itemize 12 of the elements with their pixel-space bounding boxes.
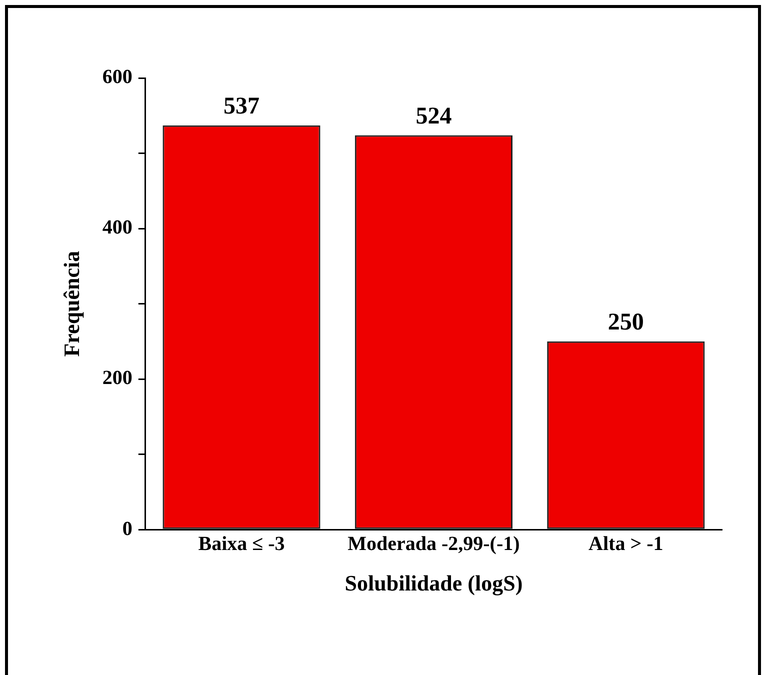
x-tick-label: Alta > -1 [588,532,664,555]
y-tick-label: 600 [102,66,132,88]
x-tick-label: Baixa ≤ -3 [198,532,285,555]
data-label: 250 [608,310,644,336]
data-label: 524 [416,103,452,130]
y-tick-label: 400 [102,216,132,239]
y-axis-title: Frequência [58,250,84,357]
x-tick-label: Moderada -2,99-(-1) [348,532,520,555]
data-label: 537 [224,94,260,120]
x-axis-title: Solubilidade (logS) [344,570,523,596]
y-tick-label: 200 [102,367,132,390]
y-tick-label: 0 [122,518,132,540]
